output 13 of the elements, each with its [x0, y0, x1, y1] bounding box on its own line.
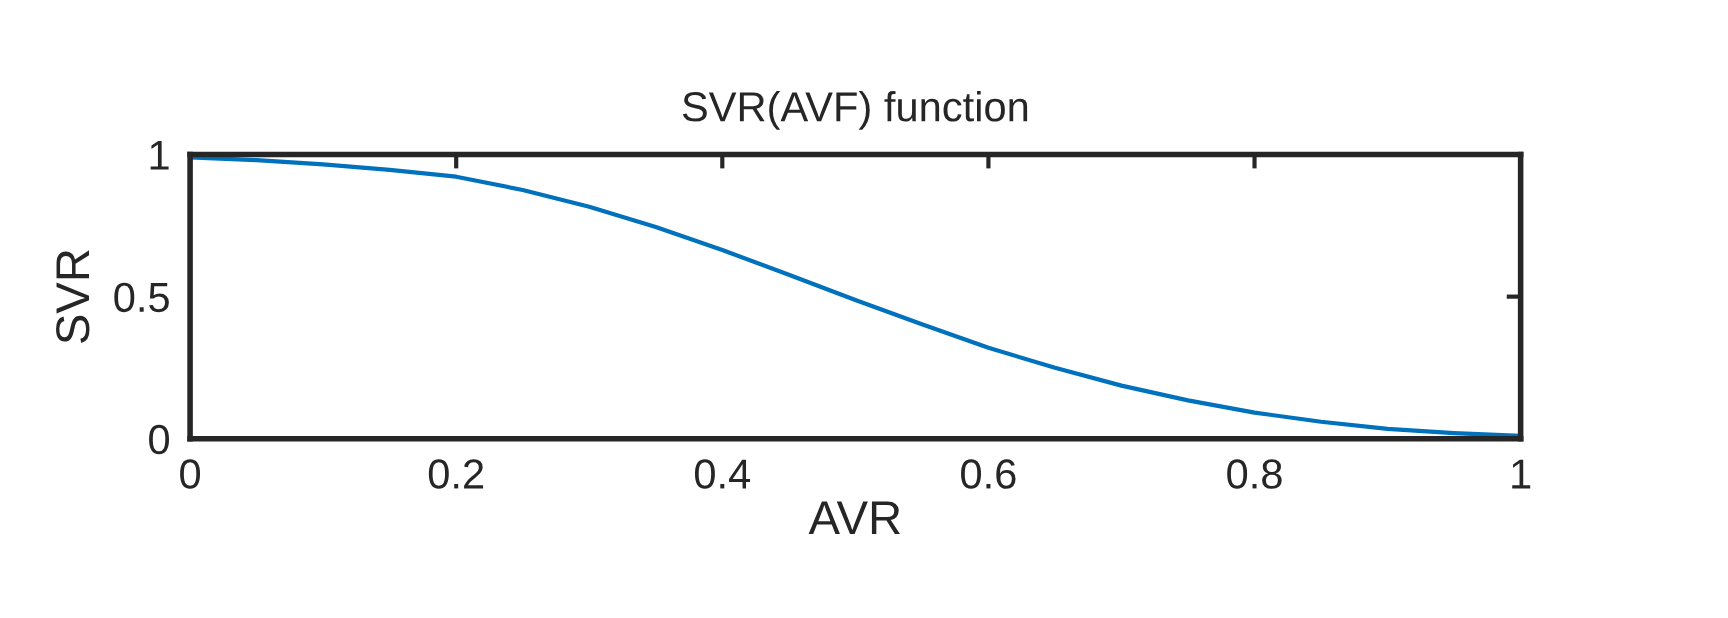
x-tick-label: 0	[180, 459, 201, 489]
chart-title: SVR(AVF) function	[682, 90, 1028, 130]
x-tick-label: 0.8	[1227, 459, 1282, 489]
y-tick-label: 0.5	[114, 282, 169, 313]
x-tick-label: 1	[1512, 459, 1531, 489]
line-series	[190, 155, 1521, 439]
x-tick-label: 0.2	[428, 459, 484, 489]
y-axis-title: SVR	[56, 250, 90, 344]
x-tick-label: 0.6	[961, 459, 1016, 489]
y-tick-label: 0	[149, 424, 170, 455]
x-tick-label: 0.4	[694, 459, 751, 489]
y-tick-label: 1	[150, 140, 169, 170]
x-axis-title: AVR	[808, 501, 900, 535]
